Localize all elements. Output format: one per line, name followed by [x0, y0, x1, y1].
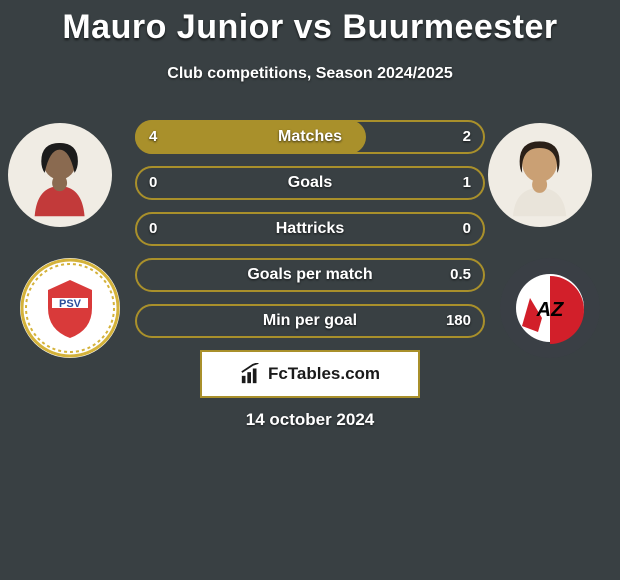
bar-chart-icon	[240, 363, 262, 385]
comparison-title: Mauro Junior vs Buurmeester	[0, 0, 620, 47]
player-left-avatar	[8, 123, 112, 227]
stat-label: Goals	[135, 166, 485, 200]
stat-label: Min per goal	[135, 304, 485, 338]
person-icon	[498, 133, 581, 216]
club-right-badge: AZ	[500, 258, 600, 358]
brand-badge: FcTables.com	[200, 350, 420, 398]
stat-row: 0.5Goals per match	[135, 258, 485, 292]
player-right-avatar	[488, 123, 592, 227]
stat-row: 01Goals	[135, 166, 485, 200]
stat-row: 00Hattricks	[135, 212, 485, 246]
stat-row: 42Matches	[135, 120, 485, 154]
brand-text: FcTables.com	[268, 364, 380, 384]
club-left-badge: PSV	[20, 258, 120, 358]
stat-label: Hattricks	[135, 212, 485, 246]
svg-text:PSV: PSV	[59, 298, 82, 310]
comparison-subtitle: Club competitions, Season 2024/2025	[0, 65, 620, 83]
stat-label: Matches	[135, 120, 485, 154]
person-icon	[18, 133, 101, 216]
stat-label: Goals per match	[135, 258, 485, 292]
club-badge-icon: AZ	[500, 258, 600, 358]
stat-row: 180Min per goal	[135, 304, 485, 338]
stats-panel: 42Matches 01Goals 00Hattricks 0.5Goals per …	[135, 120, 485, 350]
comparison-infographic: Mauro Junior vs Buurmeester Club competi…	[0, 0, 620, 580]
comparison-date: 14 october 2024	[0, 410, 620, 430]
svg-text:AZ: AZ	[536, 299, 564, 321]
club-badge-icon: PSV	[20, 258, 120, 358]
